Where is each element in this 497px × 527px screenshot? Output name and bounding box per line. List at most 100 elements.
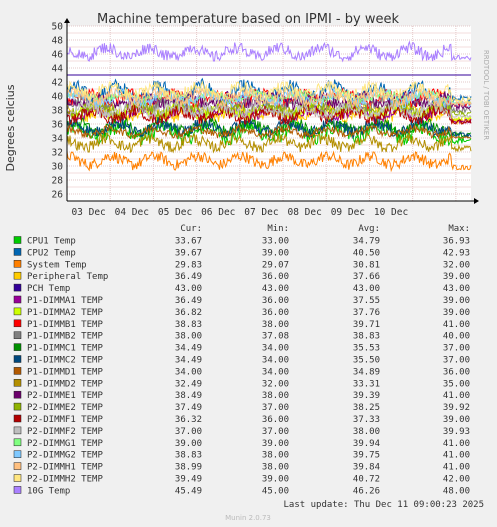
legend-value-avg: 37.76 — [353, 308, 380, 318]
legend-value-avg: 34.79 — [353, 237, 380, 247]
x-tick-label: 07 Dec — [244, 207, 278, 218]
legend-value-min: 36.00 — [262, 415, 289, 425]
series-line — [66, 131, 472, 154]
axes — [64, 18, 479, 204]
legend-value-max: 41.00 — [443, 320, 470, 330]
legend-value-min: 39.00 — [262, 248, 289, 258]
legend-value-max: 42.93 — [443, 248, 470, 258]
y-tick-label: 44 — [52, 64, 64, 75]
legend-value-max: 41.00 — [443, 391, 470, 401]
legend-value-cur: 39.49 — [175, 475, 202, 485]
legend-swatch — [13, 367, 22, 375]
y-axis-arrow — [64, 18, 70, 23]
legend-value-max: 39.00 — [443, 296, 470, 306]
legend-value-cur: 34.00 — [175, 367, 202, 377]
legend-value-cur: 33.67 — [175, 237, 202, 247]
legend-value-cur: 36.82 — [175, 308, 202, 318]
legend-value-cur: 37.00 — [175, 427, 202, 437]
legend-value-min: 37.00 — [262, 403, 289, 413]
legend-series-name: P1-DIMMA2 TEMP — [27, 308, 103, 318]
legend-value-max: 39.93 — [443, 427, 470, 437]
legend-value-cur: 34.49 — [175, 344, 202, 354]
legend-value-avg: 37.33 — [353, 415, 380, 425]
y-tick-label: 38 — [52, 106, 64, 117]
legend-swatch — [13, 450, 22, 458]
legend: Cur: Min: Avg: Max: CPU1 Temp 33.67 33.00 3… — [13, 224, 470, 496]
legend-value-min: 34.00 — [262, 356, 289, 366]
legend-value-avg: 37.55 — [353, 296, 380, 306]
x-tick-label: 05 Dec — [158, 207, 192, 218]
legend-value-cur: 34.49 — [175, 356, 202, 366]
legend-value-cur: 38.49 — [175, 391, 202, 401]
legend-swatch — [13, 307, 22, 316]
legend-value-max: 36.93 — [443, 237, 470, 247]
x-tick-label: 06 Dec — [201, 207, 235, 218]
legend-series-name: P1-DIMMB1 TEMP — [27, 320, 103, 330]
legend-value-avg: 38.00 — [353, 427, 380, 437]
legend-series-name: P1-DIMMD1 TEMP — [27, 367, 103, 377]
legend-value-cur: 38.83 — [175, 451, 202, 461]
legend-value-avg: 39.94 — [353, 439, 380, 449]
legend-swatch — [13, 283, 22, 292]
legend-series-name: P1-DIMMB2 TEMP — [27, 332, 103, 342]
x-tick-label: 10 Dec — [374, 207, 408, 218]
legend-value-avg: 46.26 — [353, 486, 380, 496]
legend-swatch — [13, 260, 22, 268]
legend-series-name: P2-DIMME2 TEMP — [27, 403, 103, 413]
series-line — [66, 103, 472, 126]
x-tick-label: 09 Dec — [331, 207, 365, 218]
legend-swatch — [13, 355, 22, 363]
legend-value-min: 29.07 — [262, 260, 289, 270]
tick-labels: 26 28 30 32 34 36 38 40 42 44 46 48 50 03 Dec 04 Dec 05… — [52, 22, 409, 219]
legend-value-avg: 38.25 — [353, 403, 380, 413]
legend-value-max: 41.00 — [443, 463, 470, 473]
y-tick-label: 36 — [52, 120, 64, 131]
legend-value-max: 37.00 — [443, 344, 470, 354]
last-update: Last update: Thu Dec 11 09:00:23 2025 — [284, 500, 484, 510]
legend-value-cur: 32.49 — [175, 379, 202, 389]
legend-value-avg: 43.00 — [353, 284, 380, 294]
legend-header-max: Max: — [448, 224, 470, 234]
legend-series-name: 10G Temp — [27, 486, 70, 496]
legend-value-max: 37.00 — [443, 356, 470, 366]
legend-value-min: 38.00 — [262, 320, 289, 330]
footer-version: Munin 2.0.73 — [225, 514, 271, 522]
series-lines — [66, 40, 472, 173]
legend-swatch — [13, 426, 22, 435]
legend-value-min: 33.00 — [262, 237, 289, 247]
legend-value-min: 32.00 — [262, 379, 289, 389]
series-line — [66, 40, 472, 63]
x-tick-label: 04 Dec — [115, 207, 149, 218]
legend-value-cur: 39.00 — [175, 439, 202, 449]
legend-value-avg: 35.53 — [353, 344, 380, 354]
y-tick-label: 30 — [52, 162, 64, 173]
legend-series-name: System Temp — [27, 260, 87, 270]
legend-swatch — [13, 271, 22, 280]
legend-series-name: P2-DIMMF1 TEMP — [27, 415, 103, 425]
legend-series-name: CPU1 Temp — [27, 237, 76, 247]
legend-value-min: 45.00 — [262, 486, 289, 496]
legend-series-name: P1-DIMMC1 TEMP — [27, 344, 103, 354]
legend-value-avg: 34.89 — [353, 367, 380, 377]
legend-value-max: 39.92 — [443, 403, 470, 413]
legend-series-name: P1-DIMMD2 TEMP — [27, 379, 103, 389]
y-tick-label: 46 — [52, 50, 64, 61]
legend-value-min: 39.00 — [262, 475, 289, 485]
y-tick-label: 28 — [52, 176, 64, 187]
legend-value-min: 38.00 — [262, 391, 289, 401]
legend-swatch — [13, 343, 22, 351]
series-line — [66, 123, 471, 140]
legend-value-min: 39.00 — [262, 439, 289, 449]
legend-series-name: P2-DIMMG2 TEMP — [27, 451, 103, 461]
legend-swatch — [13, 319, 22, 328]
legend-series-name: P1-DIMMC2 TEMP — [27, 356, 103, 366]
legend-value-min: 37.08 — [262, 332, 289, 342]
legend-swatch — [13, 438, 22, 447]
legend-value-avg: 40.50 — [353, 248, 380, 258]
legend-value-max: 42.00 — [443, 475, 470, 485]
legend-value-cur: 38.99 — [175, 463, 202, 473]
legend-series-name: P2-DIMME1 TEMP — [27, 391, 103, 401]
legend-value-min: 34.00 — [262, 367, 289, 377]
y-tick-label: 40 — [52, 92, 64, 103]
legend-value-cur: 29.83 — [175, 260, 202, 270]
